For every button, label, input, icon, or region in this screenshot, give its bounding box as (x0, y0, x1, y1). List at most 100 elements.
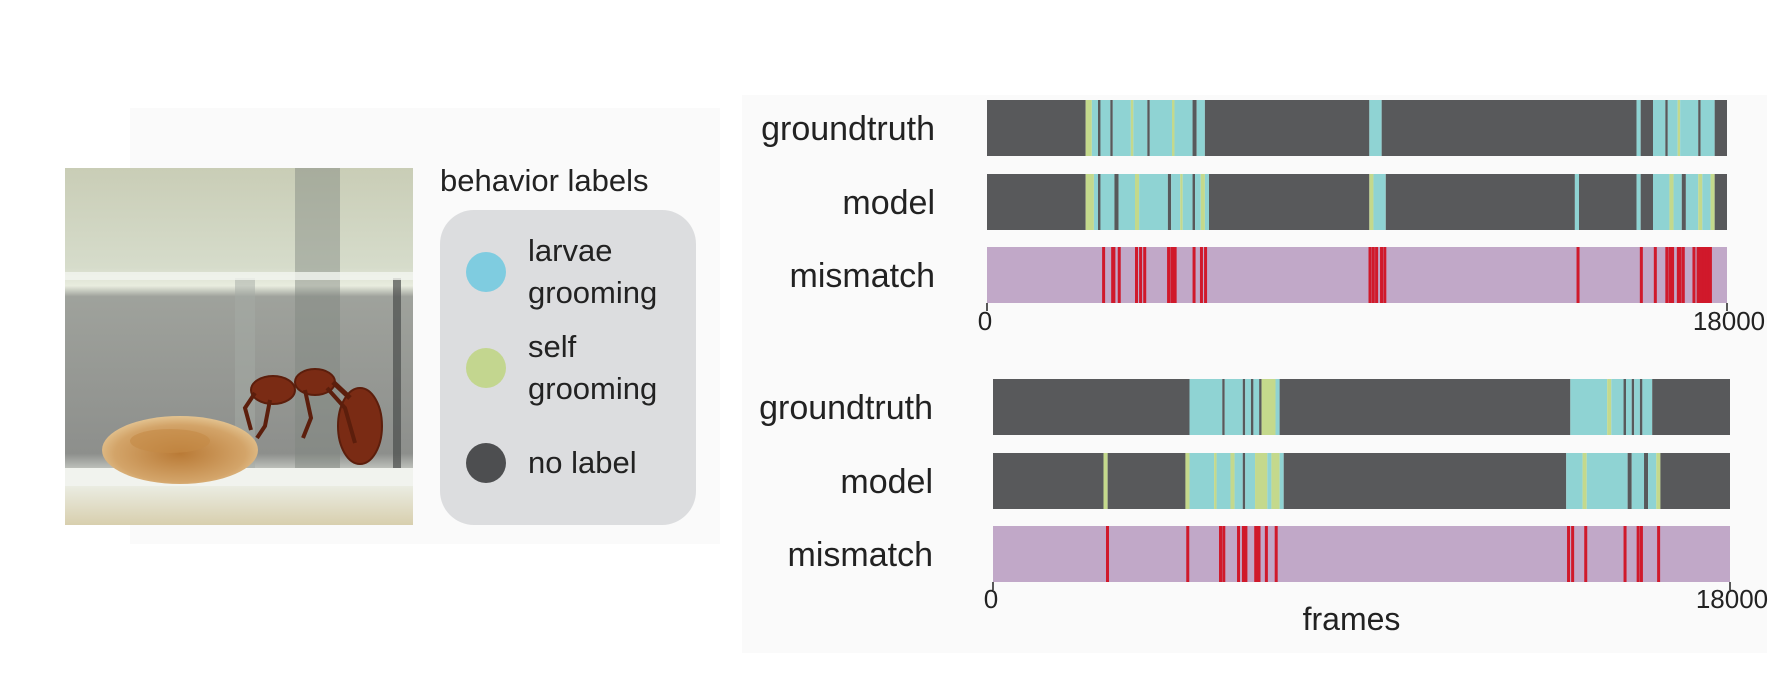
no-label-segment (1098, 174, 1101, 230)
mismatch-mark (1571, 526, 1575, 582)
legend-item-no-label: no label (466, 442, 688, 484)
mismatch-mark (1254, 526, 1258, 582)
no-label-segment (1107, 453, 1186, 509)
mismatch-mark (1204, 247, 1208, 303)
larvae-grooming-segment (1373, 174, 1386, 230)
no-label-segment (987, 100, 1086, 156)
larvae-grooming-segment (1139, 174, 1168, 230)
mismatch-mark (1665, 247, 1669, 303)
larvae-grooming-segment (1091, 100, 1098, 156)
larvae-grooming-segment (1253, 379, 1260, 435)
larvae-grooming-segment (1275, 379, 1280, 435)
larvae-grooming-segment (1189, 379, 1223, 435)
no-label-segment (987, 174, 1086, 230)
mismatch-mark (1703, 247, 1707, 303)
no-label-segment (1209, 174, 1370, 230)
no-label-segment (1167, 174, 1172, 230)
mismatch-mark (1678, 247, 1682, 303)
no-label-segment (1714, 100, 1727, 156)
self-grooming-segment (1135, 174, 1140, 230)
no-label-segment (1222, 379, 1225, 435)
self-grooming-segment (1172, 100, 1175, 156)
no-label-segment (1714, 174, 1727, 230)
no-label-segment (1640, 174, 1653, 230)
no-label-segment (1639, 379, 1643, 435)
mismatch-mark (1671, 247, 1675, 303)
mismatch-mark (1584, 526, 1588, 582)
no-label-segment (1110, 100, 1113, 156)
self-grooming-segment (1710, 174, 1715, 230)
mismatch-mark (1681, 247, 1685, 303)
mismatch-mark (1170, 247, 1174, 303)
larvae-grooming-segment (1680, 100, 1699, 156)
self-grooming-segment (1677, 100, 1681, 156)
no-label-segment (1242, 453, 1246, 509)
mismatch-mark (1274, 526, 1278, 582)
no-label-segment (1623, 379, 1627, 435)
no-label-segment (1652, 379, 1730, 435)
mismatch-mark (1699, 247, 1703, 303)
larvae-grooming-segment (1636, 174, 1641, 230)
no-label-segment (1242, 379, 1246, 435)
self-grooming-segment (1130, 100, 1134, 156)
row-label-model: model (842, 184, 935, 222)
x-axis-label: frames (1303, 601, 1401, 637)
larvae-grooming-segment (1224, 379, 1243, 435)
no-label-segment (1279, 379, 1571, 435)
no-label-segment (1644, 453, 1649, 509)
no-label-segment (1259, 379, 1262, 435)
larvae-grooming-segment (1204, 174, 1209, 230)
mismatch-mark (1112, 247, 1116, 303)
legend-title: behavior labels (440, 163, 649, 198)
mismatch-background (993, 526, 1730, 582)
mismatch-background (987, 247, 1727, 303)
self-grooming-swatch (466, 348, 506, 388)
mismatch-mark (1255, 526, 1259, 582)
legend-label: self grooming (528, 329, 658, 406)
mismatch-mark (1708, 247, 1712, 303)
no-label-segment (993, 379, 1190, 435)
larvae-grooming-segment (1189, 453, 1215, 509)
self-grooming-segment (1103, 453, 1108, 509)
mismatch-mark (1380, 247, 1384, 303)
larvae-grooming-segment (1566, 453, 1583, 509)
legend-item-self-grooming: self grooming (466, 326, 688, 410)
self-grooming-segment (1085, 100, 1092, 156)
mismatch-mark (1636, 526, 1640, 582)
self-grooming-segment (1180, 174, 1183, 230)
legend-label: larvae grooming (528, 233, 658, 310)
row-label-model: model (840, 463, 933, 501)
mismatch-mark (1696, 247, 1700, 303)
self-grooming-segment (1369, 174, 1374, 230)
ant-photo (65, 168, 413, 525)
self-grooming-segment (1669, 174, 1674, 230)
no-label-segment (1660, 453, 1730, 509)
mismatch-mark (1199, 247, 1203, 303)
mismatch-mark (1117, 247, 1121, 303)
mismatch-mark (1375, 247, 1379, 303)
mismatch-mark (1639, 247, 1643, 303)
larvae-grooming-segment (1574, 174, 1579, 230)
no-label-segment (1579, 174, 1637, 230)
larvae-grooming-segment (1171, 174, 1181, 230)
mismatch-mark (1186, 526, 1190, 582)
larvae-grooming-segment (1700, 100, 1715, 156)
larvae-grooming-segment (1636, 100, 1641, 156)
no-label-segment (1283, 453, 1567, 509)
no-label-segment (1627, 453, 1632, 509)
larvae-grooming-segment (1149, 100, 1172, 156)
no-label-segment (1698, 100, 1701, 156)
larvae-grooming-segment (1702, 174, 1711, 230)
mismatch-mark (1368, 247, 1372, 303)
mismatch-mark (1371, 247, 1375, 303)
no-label-segment (1385, 174, 1575, 230)
larvae-grooming-segment (1369, 100, 1382, 156)
row-label-mismatch: mismatch (790, 257, 935, 295)
ant-photo-illustration (65, 168, 413, 525)
legend: larvae grooming self grooming no label (440, 210, 696, 525)
row-label-mismatch: mismatch (788, 536, 933, 574)
larvae-grooming-segment (1100, 100, 1111, 156)
tick-label: 0 (984, 584, 998, 614)
no-label-segment (1114, 174, 1119, 230)
